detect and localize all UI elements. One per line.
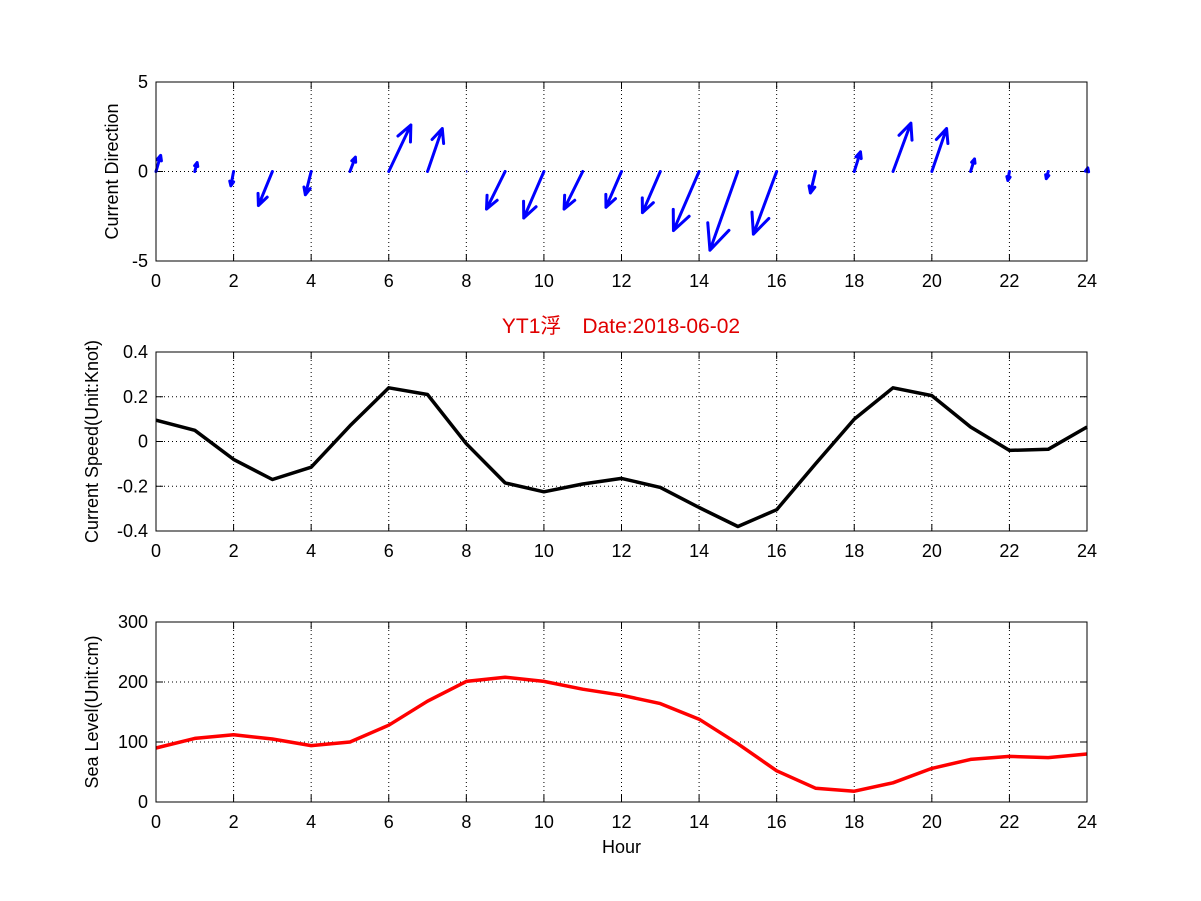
x-tick-label: 16: [767, 271, 787, 291]
y-tick-label: 0.4: [123, 342, 148, 362]
direction-arrow: [154, 153, 163, 173]
axes-frame: [155, 351, 1088, 532]
direction-arrow: [522, 170, 546, 220]
direction-arrow: [302, 170, 313, 197]
direction-arrow: [891, 121, 914, 173]
x-tick-label: 22: [999, 812, 1019, 832]
y-tick-label: 0: [138, 162, 148, 182]
x-tick-label: 10: [534, 812, 554, 832]
x-tick-label: 2: [229, 271, 239, 291]
x-tick-label: 4: [306, 812, 316, 832]
x-tick-label: 6: [384, 541, 394, 561]
y-tick-label: -0.2: [117, 476, 148, 496]
x-tick-label: 12: [611, 812, 631, 832]
y-tick-label: 100: [118, 732, 148, 752]
x-tick-label: 24: [1077, 812, 1097, 832]
direction-arrow: [426, 127, 446, 173]
series-line: [155, 675, 1088, 793]
x-tick-label: 6: [384, 271, 394, 291]
direction-arrow: [348, 155, 358, 173]
direction-arrow: [1044, 170, 1051, 181]
y-tick-label: 0.2: [123, 387, 148, 407]
y-tick-label: 300: [118, 612, 148, 632]
x-tick-label: 20: [922, 541, 942, 561]
y-tick-label: 0: [138, 792, 148, 812]
direction-arrow: [750, 170, 779, 236]
direction-arrow: [706, 170, 740, 252]
x-tick-label: 16: [767, 812, 787, 832]
x-tick-label: 10: [534, 541, 554, 561]
y-axis-label: Current Speed(Unit:Knot): [82, 340, 102, 543]
x-tick-label: 0: [151, 271, 161, 291]
direction-arrow: [1005, 170, 1012, 182]
x-tick-label: 18: [844, 541, 864, 561]
axes-frame: [155, 621, 1088, 803]
x-tick-label: 4: [306, 541, 316, 561]
x-tick-label: 20: [922, 271, 942, 291]
x-tick-label: 14: [689, 541, 709, 561]
x-axis-label: Hour: [602, 837, 641, 857]
x-tick-label: 0: [151, 541, 161, 561]
plot-area: [156, 622, 1087, 802]
x-tick-label: 8: [461, 541, 471, 561]
x-tick-label: 4: [306, 271, 316, 291]
direction-arrow: [930, 127, 950, 173]
y-tick-label: -0.4: [117, 521, 148, 541]
direction-arrow: [671, 170, 701, 233]
x-tick-label: 22: [999, 271, 1019, 291]
y-tick-label: 0: [138, 432, 148, 452]
plot-area: [156, 352, 1087, 531]
x-tick-label: 16: [767, 541, 787, 561]
y-tick-label: -5: [132, 251, 148, 271]
x-tick-label: 12: [611, 541, 631, 561]
x-tick-label: 8: [461, 812, 471, 832]
x-tick-label: 18: [844, 271, 864, 291]
x-tick-label: 24: [1077, 541, 1097, 561]
x-tick-label: 6: [384, 812, 394, 832]
direction-arrow: [852, 150, 863, 173]
direction-arrow: [562, 170, 585, 211]
x-tick-label: 24: [1077, 271, 1097, 291]
series-line: [155, 386, 1088, 529]
direction-arrow: [228, 170, 236, 188]
direction-arrow: [604, 170, 623, 209]
y-axis-label: Current Direction: [102, 103, 122, 239]
x-tick-label: 12: [611, 271, 631, 291]
x-tick-label: 14: [689, 812, 709, 832]
x-tick-label: 2: [229, 812, 239, 832]
x-tick-label: 18: [844, 812, 864, 832]
axes-frame: [155, 81, 1088, 262]
direction-arrow: [485, 170, 507, 211]
x-tick-label: 2: [229, 541, 239, 561]
x-tick-label: 20: [922, 812, 942, 832]
x-tick-label: 10: [534, 271, 554, 291]
direction-arrow: [969, 157, 977, 173]
current-speed-panel: 0 2 4 6 8 10 12 14 16 18 20 22 24-0.4-0.200.20.4Curr…: [82, 340, 1097, 561]
x-tick-label: 8: [461, 271, 471, 291]
direction-arrow: [640, 170, 662, 215]
direction-arrow: [387, 123, 413, 173]
x-tick-label: 22: [999, 541, 1019, 561]
direction-arrow: [256, 170, 274, 208]
direction-arrow: [193, 161, 200, 173]
y-axis-label: Sea Level(Unit:cm): [82, 635, 102, 788]
direction-arrow: [807, 170, 817, 195]
x-tick-label: 14: [689, 271, 709, 291]
y-tick-label: 200: [118, 672, 148, 692]
y-tick-label: 5: [138, 72, 148, 92]
x-tick-label: 0: [151, 812, 161, 832]
figure-title: YT1浮 Date:2018-06-02: [502, 315, 740, 338]
